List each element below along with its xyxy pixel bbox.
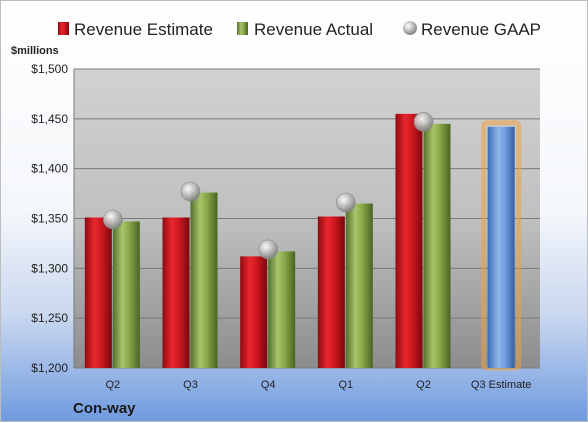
x-tick-label: Q4 [261, 379, 276, 391]
x-axis-ticks: Q2 Q3 Q4 Q1 Q2 Q3 Estimate [105, 379, 531, 391]
bar-revenue-actual [190, 192, 218, 368]
legend-item-revenue-gaap: Revenue GAAP [403, 20, 541, 39]
bar-revenue-estimate [240, 256, 268, 368]
legend-label-revenue-gaap: Revenue GAAP [421, 20, 541, 39]
y-tick-label: $1,250 [31, 311, 68, 325]
x-tick-label: Q2 [105, 379, 120, 391]
bar-revenue-actual [268, 251, 296, 368]
legend-item-revenue-actual: Revenue Actual [237, 20, 373, 39]
y-tick-label: $1,400 [31, 162, 68, 176]
marker-revenue-gaap [103, 209, 123, 230]
y-tick-label: $1,500 [31, 62, 68, 76]
marker-revenue-gaap [413, 112, 434, 132]
legend-label-revenue-estimate: Revenue Estimate [74, 20, 213, 39]
bar-revenue-estimate [162, 217, 190, 368]
bar-q3-estimate [487, 126, 515, 368]
company-label: Con-way [73, 400, 136, 417]
bar-revenue-actual [345, 203, 373, 368]
marker-revenue-gaap [258, 239, 278, 260]
gaap-markers [103, 112, 434, 260]
legend: Revenue Estimate Revenue Actual Revenue … [58, 20, 541, 39]
y-tick-label: $1,350 [31, 212, 68, 226]
y-tick-label: $1,450 [31, 112, 68, 126]
marker-revenue-gaap [180, 181, 201, 202]
y-tick-label: $1,300 [31, 261, 68, 275]
x-tick-label: Q3 [183, 379, 198, 391]
legend-swatch-revenue-estimate [58, 22, 69, 35]
x-tick-label: Q2 [416, 379, 431, 391]
bars [84, 113, 522, 371]
marker-revenue-gaap [336, 192, 356, 213]
gridlines [73, 68, 540, 369]
bar-revenue-actual [112, 221, 140, 368]
y-tick-label: $1,200 [31, 361, 68, 375]
y-unit-label: $millions [11, 45, 59, 57]
bar-revenue-estimate [84, 217, 112, 368]
y-axis-ticks: $1,200 $1,250 $1,300 $1,350 $1,400 $1,450 $1,5… [31, 62, 68, 375]
legend-swatch-revenue-actual [237, 22, 248, 35]
legend-label-revenue-actual: Revenue Actual [254, 20, 373, 39]
x-tick-label: Q1 [338, 379, 353, 391]
bar-revenue-estimate [317, 216, 345, 368]
legend-swatch-revenue-gaap [403, 21, 417, 35]
x-tick-label: Q3 Estimate [471, 379, 532, 391]
legend-item-revenue-estimate: Revenue Estimate [58, 20, 213, 39]
bar-revenue-actual [423, 123, 451, 368]
bar-revenue-estimate [395, 113, 423, 368]
